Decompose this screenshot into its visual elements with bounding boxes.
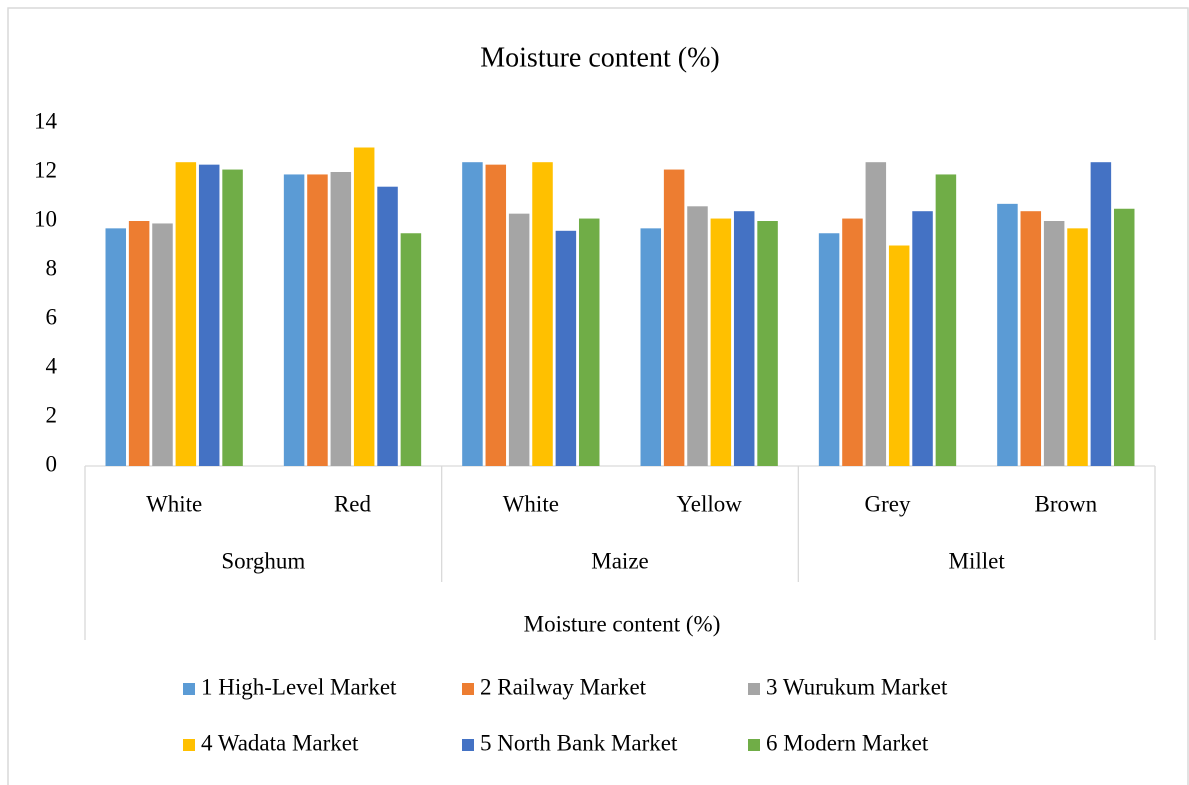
bar xyxy=(578,218,600,466)
bar xyxy=(818,233,840,466)
legend-label: 2 Railway Market xyxy=(480,674,647,699)
x-tick-label: White xyxy=(146,491,202,516)
bar xyxy=(663,169,685,467)
bar xyxy=(152,223,173,466)
legend-label: 1 High-Level Market xyxy=(201,674,397,699)
y-tick-label: 2 xyxy=(46,402,58,427)
bar xyxy=(912,211,933,466)
legend-label: 6 Modern Market xyxy=(766,730,929,755)
bar xyxy=(485,164,507,466)
bar xyxy=(377,186,398,466)
bar xyxy=(330,172,352,466)
y-tick-label: 12 xyxy=(34,157,57,182)
legend-label: 5 North Bank Market xyxy=(480,730,678,755)
bar xyxy=(353,147,375,466)
x-axis-title: Moisture content (%) xyxy=(524,611,721,636)
y-tick-label: 10 xyxy=(34,206,57,231)
y-tick-label: 4 xyxy=(46,353,58,378)
bar xyxy=(1020,211,1042,466)
legend-swatch xyxy=(748,739,760,751)
x-group-label: Sorghum xyxy=(221,548,305,573)
bar xyxy=(687,206,708,467)
x-tick-label: Grey xyxy=(865,491,911,516)
legend-swatch xyxy=(462,683,474,695)
y-tick-label: 14 xyxy=(34,108,58,133)
x-group-label: Maize xyxy=(591,548,648,573)
bar xyxy=(128,221,150,466)
bar xyxy=(307,174,328,466)
bar xyxy=(1090,162,1112,466)
y-tick-label: 8 xyxy=(46,255,58,280)
bar xyxy=(865,162,887,466)
x-tick-label: Yellow xyxy=(676,491,742,516)
y-tick-label: 0 xyxy=(46,451,58,476)
bar xyxy=(105,228,127,466)
bar xyxy=(198,164,220,466)
bar xyxy=(555,230,577,466)
x-tick-label: Brown xyxy=(1035,491,1098,516)
legend-swatch xyxy=(183,739,195,751)
bar xyxy=(997,203,1018,466)
bar xyxy=(175,162,197,466)
bar xyxy=(462,162,483,466)
bar xyxy=(888,245,910,466)
bar xyxy=(222,169,243,467)
bar xyxy=(508,213,530,466)
legend-swatch xyxy=(183,683,195,695)
bar xyxy=(532,162,553,466)
bar xyxy=(640,228,662,466)
bar xyxy=(935,174,957,466)
bar xyxy=(1113,208,1135,466)
legend-label: 3 Wurukum Market xyxy=(766,674,948,699)
legend-swatch xyxy=(462,739,474,751)
bar xyxy=(1043,221,1065,466)
bar xyxy=(757,221,778,466)
bar xyxy=(710,218,732,466)
x-group-label: Millet xyxy=(949,548,1006,573)
bar xyxy=(283,174,305,466)
x-tick-label: White xyxy=(503,491,559,516)
bar xyxy=(842,218,863,466)
x-tick-label: Red xyxy=(334,491,372,516)
bar xyxy=(733,211,755,466)
y-tick-label: 6 xyxy=(46,304,58,329)
legend-swatch xyxy=(748,683,760,695)
bar xyxy=(400,233,422,466)
legend-label: 4 Wadata Market xyxy=(201,730,359,755)
bar xyxy=(1067,228,1088,466)
chart-title: Moisture content (%) xyxy=(480,42,720,73)
